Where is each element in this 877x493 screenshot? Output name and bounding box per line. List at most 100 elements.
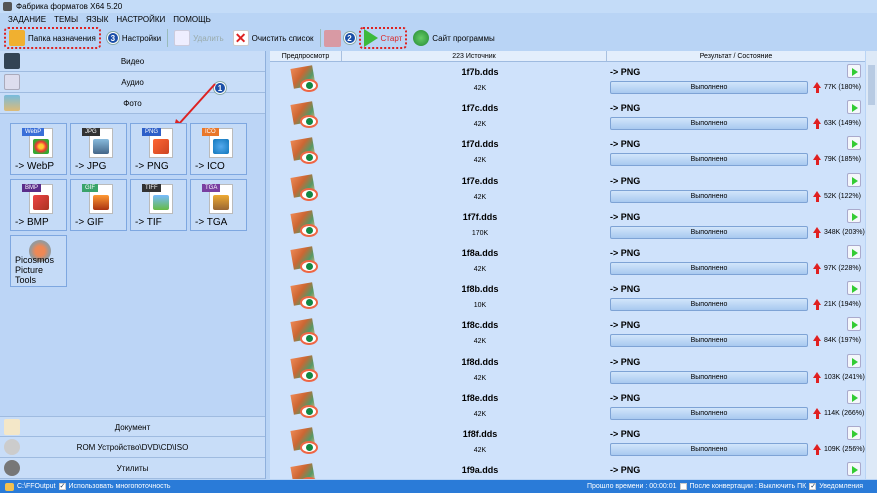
notifications-checkbox[interactable] [809,480,817,493]
menu-themes[interactable]: ТЕМЫ [54,15,79,24]
play-result-button[interactable] [847,172,861,187]
category-video[interactable]: Видео [0,51,265,72]
file-size: 42K [473,121,487,129]
file-size: 42K [473,85,487,92]
settings-button[interactable]: 3 Настройки [104,27,164,49]
list-row[interactable]: 1f7d.dds 42K -> PNG Выполнено 79K (185%) [270,135,865,171]
menu-language[interactable]: ЯЗЫК [86,15,109,24]
file-name: 1f8d.dds [461,356,499,367]
scrollbar-thumb[interactable] [868,65,875,105]
list-row[interactable]: 1f8e.dds 42K -> PNG Выполнено 114K (266%) [270,389,865,425]
file-name: 1f8b.dds [461,284,499,295]
file-name: 1f8c.dds [461,320,499,331]
clear-list-button[interactable]: ✕ Очистить список [230,27,317,49]
after-conversion-checkbox[interactable] [679,483,687,490]
category-document[interactable]: Документ [0,416,265,437]
menu-task[interactable]: ЗАДАНИЕ [8,15,47,24]
size-increase-arrow-icon [813,82,821,93]
format-tile-tga[interactable]: TGA -> TGA [190,179,247,231]
format-tile-label: -> PNG [135,161,169,172]
file-size: 10K [473,302,487,310]
list-row[interactable]: 1f8c.dds 42K -> PNG Выполнено 84K (197%) [270,316,865,352]
picosmos-label: Picosmos Picture Tools [15,255,66,285]
format-tag: ICO [202,128,219,136]
target-format: -> PNG [610,211,641,222]
menu-bar: ЗАДАНИЕ ТЕМЫ ЯЗЫК НАСТРОЙКИ ПОМОЩЬ [8,14,211,26]
category-rom[interactable]: ROM Устройство\DVD\CD\ISO [0,437,265,458]
format-tile-gif[interactable]: GIF -> GIF [70,179,127,231]
start-button[interactable]: Старт [358,27,408,49]
list-scrollbar[interactable] [866,51,877,479]
format-tile-webp[interactable]: WebP -> WebP [10,123,67,175]
list-row[interactable]: 1f8b.dds 10K -> PNG Выполнено 21K (194%) [270,280,865,316]
play-result-button[interactable] [847,462,861,477]
website-button[interactable]: Сайт программы [410,27,497,49]
list-row[interactable]: 1f7e.dds 42K -> PNG Выполнено 52K (122%) [270,172,865,208]
format-tile-tiff[interactable]: TIFF -> TIF [130,179,187,231]
format-tile-label: -> ICO [195,161,225,172]
target-format: -> PNG [610,284,641,295]
list-row[interactable]: 1f7c.dds 42K -> PNG Выполнено 63K (149%) [270,99,865,135]
status-progress-bar: Выполнено [610,406,808,420]
dest-folder-button[interactable]: Папка назначения [4,27,101,49]
format-tile-bmp[interactable]: BMP -> BMP [10,179,67,231]
delete-button[interactable]: Удалить [171,27,227,49]
preview-thumbnail [288,101,318,133]
size-increase-arrow-icon [813,190,821,202]
picosmos-tile[interactable]: Picosmos Picture Tools [10,235,67,287]
category-audio[interactable]: Аудио [0,72,265,93]
play-icon [363,29,378,47]
list-header: Предпросмотр 223 Источник Результат / Со… [270,51,865,62]
format-picture-icon [33,195,49,210]
list-row[interactable]: 1f8a.dds 42K -> PNG Выполнено 97K (228%) [270,244,865,280]
stop-icon[interactable] [323,29,341,47]
format-tile-ico[interactable]: ICO -> ICO [190,123,247,175]
photo-format-grid: WebP -> WebP JPG -> JPG PNG -> PNG ICO -> ICO BM… [10,123,247,287]
list-row[interactable]: 1f8d.dds 42K -> PNG Выполнено 103K (241%) [270,353,865,389]
notifications-label: Уведомления [819,483,863,490]
menu-help[interactable]: ПОМОЩЬ [173,15,211,24]
play-result-button[interactable] [847,317,861,332]
file-name: 1f8e.dds [461,392,499,403]
category-utilities[interactable]: Утилиты [0,458,265,479]
category-label: ROM Устройство\DVD\CD\ISO [76,443,189,452]
category-panel: Видео Аудио Фото 1 WebP -> WebP JPG -> JPG PN… [0,51,266,479]
target-format: -> PNG [610,465,641,476]
step-badge-1: 1 [214,82,226,94]
format-picture-icon [213,139,229,154]
play-result-button[interactable] [847,389,861,404]
menu-settings[interactable]: НАСТРОЙКИ [116,15,166,24]
play-result-button[interactable] [847,208,861,223]
after-conversion-label: После конвертации : Выключить ПК [689,483,807,490]
multithread-checkbox[interactable] [58,480,66,493]
header-result[interactable]: Результат / Состояние [699,53,773,60]
play-result-button[interactable] [847,426,861,440]
header-preview[interactable]: Предпросмотр [270,51,342,61]
play-result-button[interactable] [847,136,861,151]
multithread-label: Использовать многопоточность [68,483,171,490]
play-result-button[interactable] [847,245,861,259]
clear-list-label: Очистить список [251,33,314,43]
gear-icon [4,460,20,476]
format-tile-png[interactable]: PNG -> PNG [130,123,187,175]
list-row[interactable]: 1f7f.dds 170K -> PNG Выполнено 348K (203%) [270,208,865,244]
play-result-button[interactable] [847,353,861,368]
preview-thumbnail [288,282,318,314]
list-row[interactable]: 1f8f.dds 42K -> PNG Выполнено 109K (256%) [270,425,865,461]
list-row[interactable]: 1f7b.dds 42K -> PNG Выполнено 77K (180%) [270,63,865,99]
play-result-button[interactable] [847,281,861,296]
target-format: -> PNG [610,103,641,114]
play-result-button[interactable] [847,100,861,115]
start-label: Старт [380,33,403,43]
header-source[interactable]: 223 Источник [342,51,607,61]
document-icon [4,419,20,435]
app-icon [3,2,12,11]
format-tile-jpg[interactable]: JPG -> JPG [70,123,127,175]
category-photo[interactable]: Фото 1 [0,82,265,114]
window-title: Фабрика форматов X64 5.20 [16,2,123,11]
play-result-button[interactable] [847,64,861,78]
output-path[interactable]: C:\FFOutput [17,483,56,490]
status-progress-bar: Выполнено [610,81,808,94]
format-tile-label: -> GIF [75,217,104,228]
list-row[interactable]: 1f9a.dds -> PNG [270,461,865,479]
